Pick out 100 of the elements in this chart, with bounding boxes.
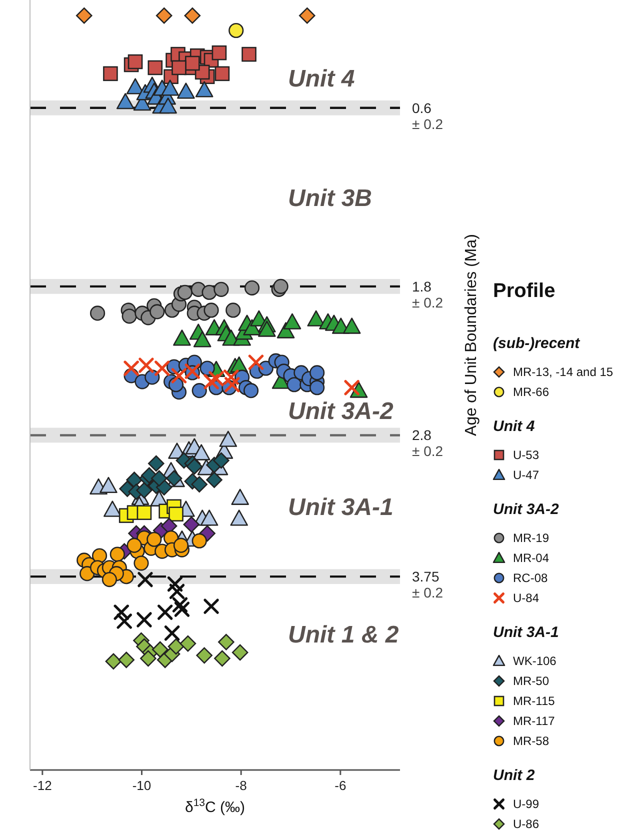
point bbox=[102, 572, 118, 588]
point bbox=[344, 380, 360, 396]
legend-label: MR-19 bbox=[513, 531, 550, 545]
point bbox=[218, 634, 234, 650]
annotation: Unit 3A-2 bbox=[288, 398, 394, 425]
point bbox=[224, 377, 240, 392]
point bbox=[159, 97, 177, 114]
legend-label: MR-58 bbox=[513, 734, 550, 748]
point bbox=[173, 330, 191, 346]
point bbox=[310, 365, 325, 380]
point bbox=[116, 614, 132, 629]
point bbox=[152, 641, 168, 658]
legend-label: MR-04 bbox=[513, 551, 550, 565]
x-tick-label: -6 bbox=[334, 778, 346, 793]
point bbox=[164, 626, 180, 641]
point bbox=[248, 354, 264, 370]
point bbox=[204, 374, 219, 390]
point bbox=[298, 7, 316, 24]
point bbox=[138, 572, 153, 588]
point bbox=[191, 476, 208, 492]
text: ± 0.2 bbox=[412, 584, 444, 601]
point bbox=[186, 458, 203, 475]
y-axis-title: Age of Unit Boundaries (Ma) bbox=[463, 234, 480, 436]
point bbox=[128, 54, 143, 70]
point bbox=[136, 505, 152, 520]
point bbox=[168, 638, 184, 655]
legend-label: U-53 bbox=[513, 448, 540, 462]
point bbox=[122, 308, 137, 324]
legend-label: U-47 bbox=[513, 468, 540, 482]
point bbox=[172, 597, 188, 612]
point bbox=[174, 602, 190, 617]
point bbox=[177, 82, 195, 99]
y-tick-label: 1.8 bbox=[412, 278, 432, 294]
legend-label: U-86 bbox=[513, 817, 540, 831]
legend-label: WK-106 bbox=[513, 654, 557, 668]
point bbox=[192, 533, 207, 548]
point bbox=[230, 510, 248, 526]
point bbox=[192, 444, 210, 460]
point bbox=[116, 93, 134, 110]
legend-label: RC-08 bbox=[513, 571, 548, 585]
point bbox=[136, 482, 152, 498]
text: Unit 4 bbox=[493, 418, 536, 435]
legend-title: Profile bbox=[493, 280, 556, 302]
annotation: Unit 4 bbox=[288, 66, 355, 93]
point bbox=[310, 380, 325, 396]
point bbox=[148, 60, 163, 76]
point bbox=[273, 278, 288, 294]
point bbox=[286, 377, 302, 392]
point bbox=[180, 635, 196, 652]
point bbox=[90, 306, 106, 321]
point bbox=[76, 7, 92, 24]
point bbox=[214, 282, 229, 297]
point bbox=[185, 56, 200, 71]
y-tick-label: 3.75 bbox=[412, 568, 440, 585]
point bbox=[196, 647, 212, 664]
point bbox=[157, 604, 173, 620]
annotation: Unit 1 & 2 bbox=[288, 622, 400, 649]
point bbox=[283, 313, 302, 330]
point bbox=[136, 612, 152, 628]
point bbox=[110, 546, 125, 562]
point bbox=[200, 360, 215, 376]
point bbox=[231, 488, 249, 505]
point bbox=[100, 476, 118, 494]
point bbox=[148, 455, 164, 472]
x-tick-label: -8 bbox=[235, 778, 247, 793]
point bbox=[243, 383, 259, 398]
legend-label: MR-50 bbox=[513, 674, 550, 688]
legend-label: MR-66 bbox=[513, 385, 550, 399]
point bbox=[169, 584, 185, 600]
point bbox=[184, 7, 201, 24]
point bbox=[118, 652, 134, 668]
text: Unit 2 bbox=[493, 767, 536, 784]
y-tick-label: 2.8 bbox=[412, 427, 432, 444]
point bbox=[213, 452, 230, 469]
point bbox=[183, 516, 200, 533]
legend-label: MR-13, -14 and 15 bbox=[513, 365, 614, 379]
point bbox=[146, 532, 162, 547]
text: ± 0.2 bbox=[412, 294, 444, 310]
point bbox=[307, 310, 325, 326]
point bbox=[150, 470, 168, 487]
text: ± 0.2 bbox=[412, 116, 444, 132]
annotation: Unit 3A-1 bbox=[288, 494, 394, 521]
point bbox=[114, 604, 129, 620]
point bbox=[244, 280, 260, 296]
point bbox=[342, 318, 361, 334]
point bbox=[195, 81, 214, 98]
point bbox=[156, 7, 172, 24]
point bbox=[212, 45, 227, 60]
x-tick-label: -10 bbox=[132, 778, 152, 793]
point bbox=[177, 284, 193, 300]
text: Unit 3A-1 bbox=[493, 624, 559, 641]
point bbox=[242, 46, 256, 62]
legend-label: MR-117 bbox=[513, 714, 556, 728]
text: Unit 3A-2 bbox=[493, 501, 560, 518]
y-tick-label: 0.6 bbox=[412, 100, 432, 116]
point bbox=[126, 538, 142, 553]
point bbox=[214, 650, 230, 667]
x-tick-label: -12 bbox=[33, 778, 52, 793]
point bbox=[226, 302, 241, 318]
legend-label: U-84 bbox=[513, 591, 540, 605]
